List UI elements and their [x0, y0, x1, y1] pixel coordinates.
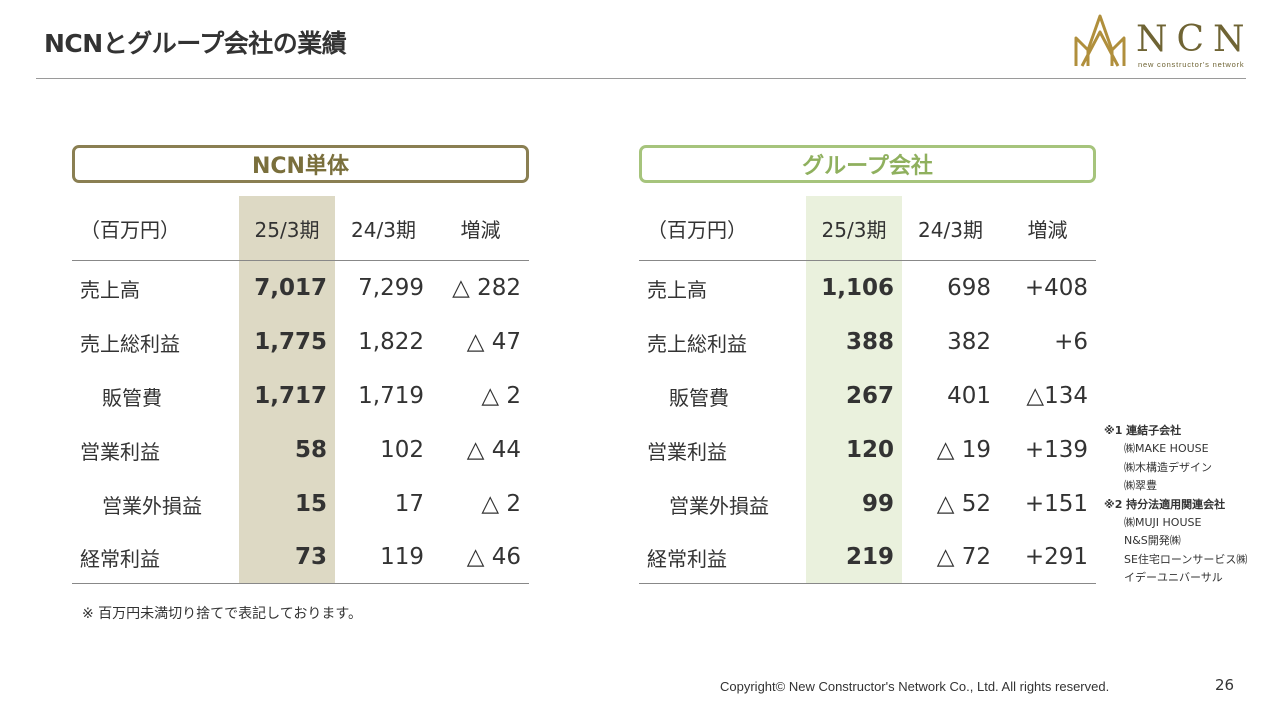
row-label: 経常利益 — [639, 531, 806, 584]
group-company-notes: ※1 連結子会社 ㈱MAKE HOUSE ㈱木構造デザイン ㈱翠豊 ※2 持分法… — [1104, 422, 1247, 588]
row-label: 営業利益 — [647, 439, 727, 464]
ncn-results-table: （百万円） 25/3期 24/3期 増減 売上高 7,017 7,299 △ 2… — [72, 196, 529, 584]
row-label: 販管費 — [669, 385, 729, 410]
previous-period-header: 24/3期 — [902, 196, 999, 261]
table-row: 営業外損益 99 △ 52 +151 — [639, 477, 1096, 531]
change-value: △ 46 — [432, 531, 529, 584]
change-value: △ 44 — [466, 437, 521, 463]
previous-value: 382 — [947, 329, 991, 355]
previous-value: 102 — [380, 437, 424, 463]
row-label: 売上高 — [80, 277, 140, 302]
current-value: 58 — [239, 423, 335, 477]
affiliate-item: イデーユニバーサル — [1124, 571, 1223, 585]
current-value: 1,717 — [239, 369, 335, 423]
ncn-panel-header: NCN単体 — [72, 145, 529, 183]
current-value: 73 — [239, 531, 335, 584]
logo-tagline: new constructor's network — [1138, 60, 1245, 69]
table-header-row: （百万円） 25/3期 24/3期 増減 — [72, 196, 529, 261]
table-row: 経常利益 219 △ 72 +291 — [639, 531, 1096, 584]
change-value: △ 2 — [481, 491, 521, 517]
subsidiary-item: ㈱翠豊 — [1124, 479, 1157, 493]
subsidiary-item: ㈱MAKE HOUSE — [1124, 442, 1209, 456]
row-label: 売上高 — [647, 277, 707, 302]
previous-value: 1,822 — [358, 329, 424, 355]
affiliate-item: SE住宅ローンサービス㈱ — [1124, 552, 1248, 566]
change-value: △ 2 — [481, 383, 521, 409]
unit-header: （百万円） — [639, 196, 806, 261]
table-row: 販管費 267 401 △134 — [639, 369, 1096, 423]
table-row: 営業利益 120 △ 19 +139 — [639, 423, 1096, 477]
rounding-note: ※ 百万円未満切り捨てで表記しております。 — [82, 606, 362, 622]
ncn-logo: NCN new constructor's network — [1072, 10, 1248, 72]
ncn-standalone-panel: NCN単体 （百万円） 25/3期 24/3期 増減 売上高 7,017 7,2… — [72, 145, 529, 584]
current-period-header: 25/3期 — [239, 196, 335, 261]
change-value: +408 — [1024, 275, 1088, 301]
table-row: 営業利益 58 102 △ 44 — [72, 423, 529, 477]
page-number: 26 — [1215, 676, 1235, 694]
previous-value: 401 — [947, 383, 991, 409]
table-row: 営業外損益 15 17 △ 2 — [72, 477, 529, 531]
affiliate-item: N&S開発㈱ — [1124, 534, 1181, 548]
subsidiaries-heading: ※1 連結子会社 — [1104, 424, 1182, 437]
change-header: 増減 — [432, 196, 529, 261]
title-divider — [36, 78, 1246, 79]
table-row: 売上総利益 388 382 +6 — [639, 315, 1096, 369]
group-results-table: （百万円） 25/3期 24/3期 増減 売上高 1,106 698 +408 … — [639, 196, 1096, 584]
unit-header: （百万円） — [72, 196, 239, 261]
change-value: △ 282 — [452, 275, 521, 301]
slide-title: NCNとグループ会社の業績 — [44, 29, 347, 58]
previous-value: △ 52 — [936, 491, 991, 517]
row-label: 経常利益 — [72, 531, 239, 584]
current-value: 1,775 — [239, 315, 335, 369]
ncn-logo-icon — [1074, 14, 1126, 67]
row-label: 営業外損益 — [102, 493, 202, 518]
current-value: 7,017 — [239, 260, 335, 315]
change-value: △134 — [1026, 383, 1088, 409]
current-value: 15 — [239, 477, 335, 531]
row-label: 売上総利益 — [647, 331, 747, 356]
row-label: 営業利益 — [80, 439, 160, 464]
change-value: △ 47 — [466, 329, 521, 355]
current-value: 267 — [806, 369, 902, 423]
previous-value: 698 — [947, 275, 991, 301]
previous-value: 119 — [335, 531, 432, 584]
table-row: 経常利益 73 119 △ 46 — [72, 531, 529, 584]
table-row: 売上総利益 1,775 1,822 △ 47 — [72, 315, 529, 369]
current-value: 1,106 — [806, 260, 902, 315]
table-row: 販管費 1,717 1,719 △ 2 — [72, 369, 529, 423]
previous-value: 7,299 — [358, 275, 424, 301]
current-value: 120 — [806, 423, 902, 477]
row-label: 営業外損益 — [669, 493, 769, 518]
current-period-header: 25/3期 — [806, 196, 902, 261]
subsidiary-item: ㈱木構造デザイン — [1124, 460, 1212, 474]
change-value: +139 — [1024, 437, 1088, 463]
previous-value: 1,719 — [358, 383, 424, 409]
table-row: 売上高 1,106 698 +408 — [639, 260, 1096, 315]
table-header-row: （百万円） 25/3期 24/3期 増減 — [639, 196, 1096, 261]
current-value: 99 — [806, 477, 902, 531]
change-value: +291 — [999, 531, 1096, 584]
change-value: +6 — [1054, 329, 1088, 355]
row-label: 販管費 — [102, 385, 162, 410]
copyright-notice: Copyright© New Constructor's Network Co.… — [720, 679, 1110, 694]
previous-value: △ 19 — [936, 437, 991, 463]
current-value: 219 — [806, 531, 902, 584]
table-row: 売上高 7,017 7,299 △ 282 — [72, 260, 529, 315]
affiliates-heading: ※2 持分法適用関連会社 — [1104, 497, 1226, 511]
change-value: +151 — [1024, 491, 1088, 517]
logo-wordmark: NCN — [1136, 19, 1254, 60]
previous-period-header: 24/3期 — [335, 196, 432, 261]
change-header: 増減 — [999, 196, 1096, 261]
group-companies-panel: グループ会社 （百万円） 25/3期 24/3期 増減 売上高 1,106 69… — [639, 145, 1096, 584]
current-value: 388 — [806, 315, 902, 369]
row-label: 売上総利益 — [80, 331, 180, 356]
affiliate-item: ㈱MUJI HOUSE — [1124, 516, 1202, 530]
previous-value: 17 — [394, 491, 424, 517]
previous-value: △ 72 — [902, 531, 999, 584]
group-panel-header: グループ会社 — [639, 145, 1096, 183]
